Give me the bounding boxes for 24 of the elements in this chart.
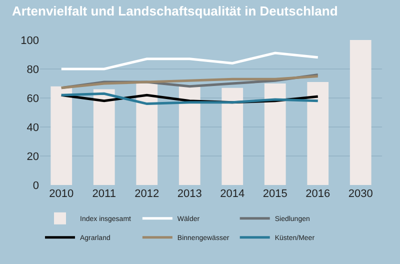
bar: [264, 84, 286, 185]
x-tick-label: 2030: [348, 188, 373, 200]
bar: [178, 86, 200, 185]
x-tick-label: 2015: [262, 188, 288, 200]
y-tick-label: 40: [26, 122, 39, 134]
x-tick-label: 2014: [220, 188, 245, 200]
bar: [222, 88, 244, 185]
x-tick-label: 2010: [49, 188, 74, 200]
y-tick-label: 60: [26, 92, 39, 105]
bar: [307, 82, 329, 185]
chart-title: Artenvielfalt und Landschaftsqualität in Deutschland: [12, 4, 338, 19]
x-tick-label: 2013: [177, 188, 202, 200]
bar: [136, 84, 158, 185]
y-tick-label: 100: [20, 34, 39, 47]
x-tick-label: 2011: [92, 188, 116, 200]
x-tick-label: 2012: [134, 188, 160, 200]
bar: [50, 86, 72, 185]
y-tick-label: 20: [26, 150, 39, 163]
x-tick-label: 2016: [306, 188, 330, 200]
bar: [93, 89, 115, 185]
y-tick-label: 80: [26, 64, 39, 76]
bar: [350, 40, 372, 185]
line-series: [60, 52, 320, 70]
y-tick-label: 0: [32, 180, 39, 192]
